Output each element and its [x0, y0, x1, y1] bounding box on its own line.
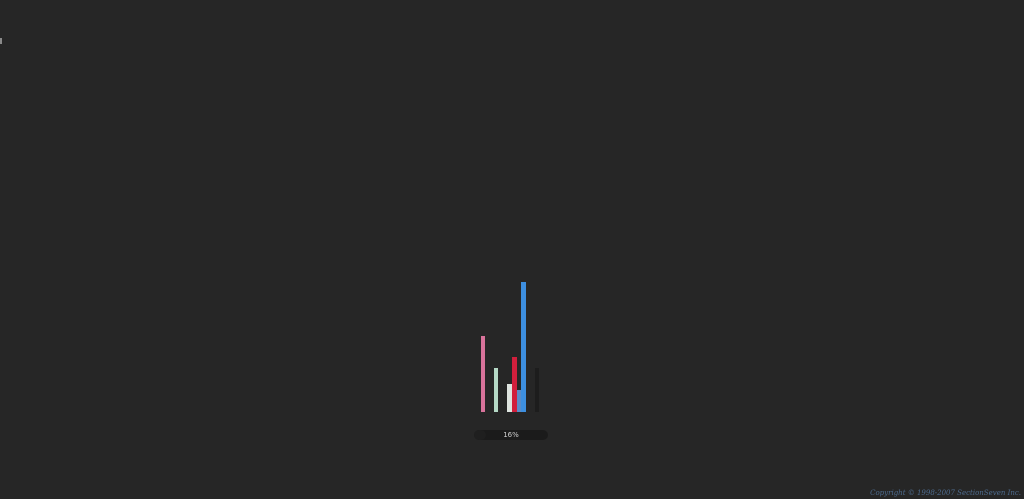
loader-bar-blue [521, 282, 526, 412]
progress-fill [474, 430, 486, 440]
progress-indicator: 16% [474, 430, 548, 440]
loading-bars-animation [481, 282, 539, 412]
loader-bar-dark [535, 368, 539, 412]
loader-bar-pink [481, 336, 485, 412]
corner-glyph [0, 38, 2, 44]
loader-bar-pale [507, 384, 512, 412]
loader-bar-steel [517, 390, 521, 412]
copyright-text: Copyright © 1998-2007 SectionSeven Inc. [870, 489, 1021, 497]
loader-bar-mint [494, 368, 498, 412]
progress-percent-label: 16% [503, 431, 519, 439]
loader-bar-red [512, 357, 517, 412]
